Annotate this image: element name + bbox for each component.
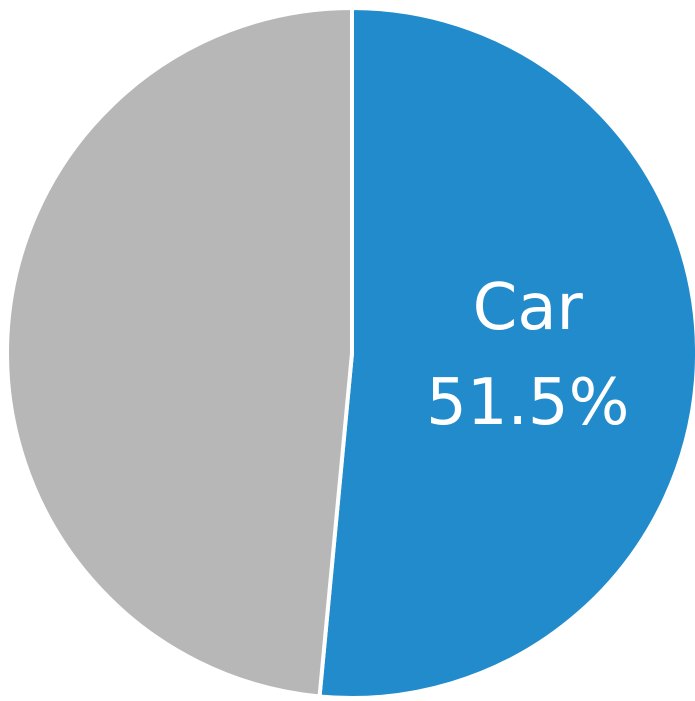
pie-slice bbox=[5, 6, 354, 699]
pie-slice bbox=[317, 6, 695, 700]
slice-label: Car bbox=[473, 271, 584, 345]
slice-value-label: 51.5% bbox=[426, 366, 629, 440]
